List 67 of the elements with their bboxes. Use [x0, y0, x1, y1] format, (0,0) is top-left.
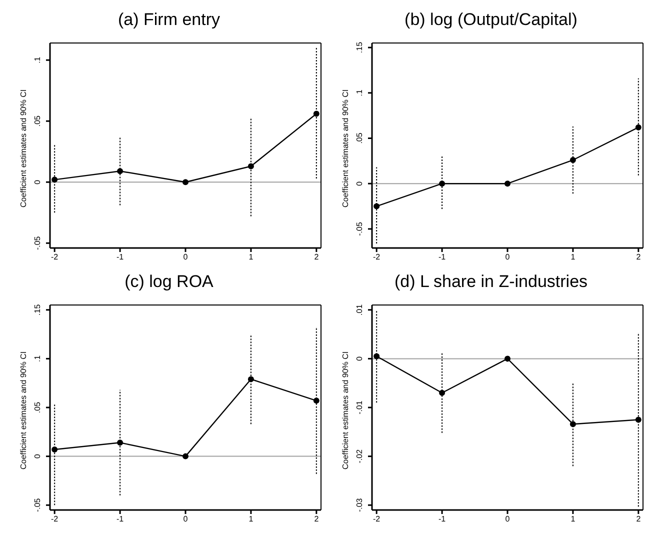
y-tick-label: 0 — [355, 180, 364, 186]
y-tick-label: .1 — [355, 89, 364, 96]
x-tick-label: -2 — [51, 252, 59, 262]
y-tick-label: .05 — [33, 401, 42, 414]
x-tick-label: 1 — [570, 252, 576, 262]
x-tick-label: 0 — [505, 514, 510, 524]
x-tick-label: 2 — [636, 252, 642, 262]
y-tick-label: -.05 — [355, 222, 364, 236]
y-tick-label: .05 — [33, 114, 42, 127]
point — [439, 390, 446, 396]
x-tick-label: 2 — [314, 514, 320, 524]
x-tick-label: 2 — [636, 514, 642, 524]
y-axis-title: Coefficient estimates and 90% CI — [18, 89, 28, 208]
y-tick-label: 0 — [33, 454, 42, 459]
x-tick-label: -1 — [116, 514, 124, 524]
y-tick-label: -.02 — [355, 448, 364, 464]
x-tick-label: 1 — [570, 514, 576, 524]
chart-title: (b) log (Output/Capital) — [404, 9, 578, 31]
y-tick-label: -.01 — [355, 400, 364, 414]
point — [52, 176, 58, 183]
x-tick-label: 0 — [183, 252, 188, 262]
y-tick-label: .15 — [33, 304, 42, 316]
x-tick-label: 1 — [248, 514, 254, 524]
point — [52, 446, 58, 452]
point — [374, 203, 380, 210]
point — [504, 180, 510, 187]
x-tick-label: 1 — [248, 252, 254, 262]
point — [117, 168, 124, 174]
y-tick-label: .15 — [355, 41, 364, 54]
point — [635, 124, 642, 130]
point — [182, 179, 188, 186]
point — [313, 398, 320, 404]
y-axis-title: Coefficient estimates and 90% CI — [340, 89, 350, 208]
y-tick-label: .1 — [33, 354, 42, 362]
y-tick-label: -.05 — [33, 236, 42, 250]
point — [504, 356, 510, 362]
x-tick-label: -2 — [51, 514, 59, 524]
y-tick-label: 0 — [33, 179, 42, 184]
point — [117, 440, 124, 446]
x-tick-label: -1 — [438, 252, 446, 262]
y-tick-label: .1 — [33, 56, 42, 64]
chart-title: (d) L share in Z-industries — [393, 271, 589, 293]
y-tick-label: -.03 — [355, 498, 364, 512]
point — [570, 157, 576, 164]
x-tick-label: -1 — [438, 514, 446, 524]
y-tick-label: 0 — [355, 356, 364, 361]
point — [635, 416, 642, 423]
y-axis-title: Coefficient estimates and 90% CI — [18, 351, 28, 470]
chart-title: (c) log ROA — [124, 271, 214, 293]
point — [570, 421, 576, 428]
point — [182, 453, 188, 460]
x-tick-label: 0 — [505, 252, 510, 262]
point — [248, 376, 254, 382]
y-tick-label: -.05 — [33, 498, 42, 512]
x-tick-label: -1 — [116, 252, 124, 262]
x-tick-label: -2 — [373, 252, 381, 262]
chart-title: (a) Firm entry — [117, 9, 221, 31]
point — [248, 163, 254, 170]
point — [313, 110, 320, 117]
x-tick-label: 0 — [183, 514, 188, 524]
point — [439, 180, 446, 187]
point — [374, 353, 380, 360]
x-tick-label: 2 — [314, 252, 320, 262]
y-tick-label: .05 — [355, 132, 364, 144]
x-tick-label: -2 — [373, 514, 381, 524]
y-tick-label: .01 — [355, 304, 364, 316]
y-axis-title: Coefficient estimates and 90% CI — [340, 351, 350, 470]
